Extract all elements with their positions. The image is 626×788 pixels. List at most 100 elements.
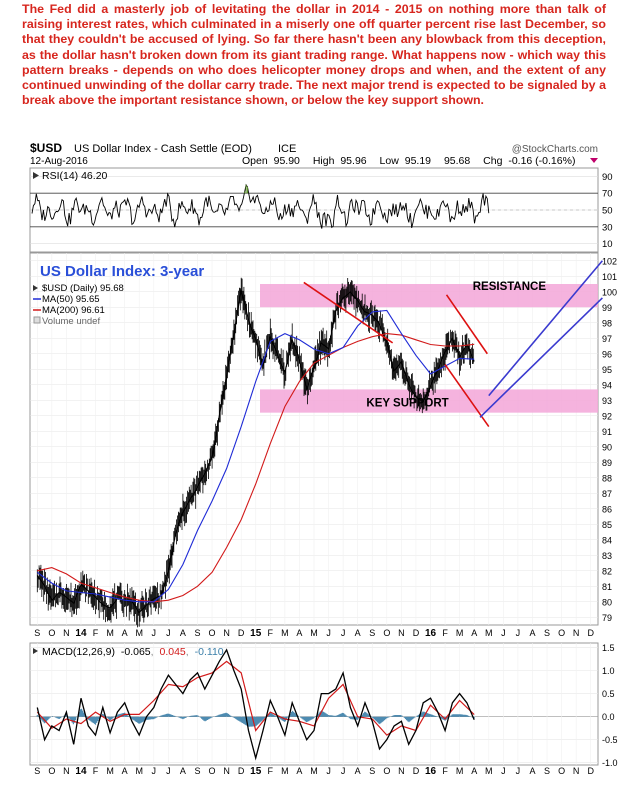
ma50-line xyxy=(36,309,475,603)
legend-ma50: MA(50) 95.65 xyxy=(42,294,100,305)
x-tick-label: J xyxy=(152,628,157,638)
x-tick-label: 16 xyxy=(425,628,437,639)
price-tick-label: 95 xyxy=(602,365,612,375)
macd-signal-value: 0.045 xyxy=(160,646,186,658)
macd-tick-label: -0.5 xyxy=(602,735,618,745)
x-tick-label: M xyxy=(485,628,493,638)
macd-label-text: MACD(12,26,9) -0.065, 0.045, -0.110 xyxy=(42,646,224,658)
macd-histogram-value: -0.110 xyxy=(195,646,224,658)
price-tick-label: 97 xyxy=(602,334,612,344)
price-tick-label: 96 xyxy=(602,349,612,359)
x-tick-label: A xyxy=(122,628,128,638)
x-tick-label: F xyxy=(93,766,99,776)
x-tick-label: M xyxy=(485,766,493,776)
x-tick-label: 15 xyxy=(250,766,262,777)
price-tick-label: 94 xyxy=(602,380,612,390)
macd-label-name: MACD(12,26,9) xyxy=(42,646,115,658)
legend-marker-icon xyxy=(33,285,38,291)
blue-trendline xyxy=(479,297,603,418)
macd-line xyxy=(36,648,475,761)
chg-value: -0.16 (-0.16%) xyxy=(508,155,575,167)
legend-volume: Volume undef xyxy=(42,316,100,327)
x-tick-label: O xyxy=(558,628,565,638)
x-tick-label: A xyxy=(180,628,186,638)
red-trendline xyxy=(303,281,394,344)
resistance-label: RESISTANCE xyxy=(473,281,547,293)
price-tick-label: 87 xyxy=(602,489,612,499)
x-tick-label: O xyxy=(383,766,390,776)
rsi-tick-label: 50 xyxy=(602,206,613,217)
x-tick-label: D xyxy=(238,628,245,638)
x-tick-label: 15 xyxy=(250,628,262,639)
price-tick-label: 83 xyxy=(602,551,612,561)
x-tick-label: M xyxy=(281,766,289,776)
legend-price: $USD (Daily) 95.68 xyxy=(42,283,124,294)
x-tick-label: S xyxy=(544,766,550,776)
x-tick-label: N xyxy=(398,628,405,638)
high-value: 95.96 xyxy=(340,155,366,167)
x-tick-label: O xyxy=(48,628,55,638)
x-tick-label: J xyxy=(166,628,171,638)
chg-down-arrow-icon xyxy=(590,158,598,163)
x-tick-label: M xyxy=(456,766,464,776)
x-tick-label: A xyxy=(296,766,302,776)
x-tick-label: O xyxy=(558,766,565,776)
macd-value: -0.065 xyxy=(121,646,151,658)
price-tick-label: 86 xyxy=(602,504,612,514)
x-tick-label: A xyxy=(180,766,186,776)
price-tick-label: 92 xyxy=(602,411,612,421)
chg-label: Chg xyxy=(483,155,502,167)
legend-ma200: MA(200) 96.61 xyxy=(42,305,105,316)
x-tick-label: D xyxy=(413,766,420,776)
x-tick-label: M xyxy=(106,766,114,776)
x-tick-label: 16 xyxy=(425,766,437,777)
x-tick-label: F xyxy=(442,766,448,776)
support-label: KEY SUPPORT xyxy=(366,397,448,409)
rsi-overbought-fill xyxy=(244,184,248,194)
x-tick-label: D xyxy=(238,766,245,776)
x-tick-label: J xyxy=(501,766,506,776)
macd-tick-label: 0.5 xyxy=(602,689,615,699)
x-tick-label: J xyxy=(326,766,331,776)
x-tick-label: A xyxy=(355,628,361,638)
price-chart-title: US Dollar Index: 3-year xyxy=(40,263,204,280)
macd-marker-icon xyxy=(33,648,38,654)
x-tick-label: N xyxy=(63,766,70,776)
macd-label: MACD(12,26,9) -0.065, 0.045, -0.110 xyxy=(33,646,224,658)
price-legend: $USD (Daily) 95.68 MA(50) 95.65 MA(200) … xyxy=(33,283,124,327)
x-tick-label: A xyxy=(296,628,302,638)
x-tick-label: S xyxy=(369,628,375,638)
x-tick-label: N xyxy=(573,628,580,638)
x-tick-label: A xyxy=(529,628,535,638)
price-tick-label: 102 xyxy=(602,256,617,266)
x-tick-label: O xyxy=(209,766,216,776)
close-value: 95.68 xyxy=(444,155,470,167)
chart-symbol: $USD xyxy=(30,141,62,155)
price-tick-label: 100 xyxy=(602,287,617,297)
blue-trendline xyxy=(488,260,603,397)
x-tick-label: F xyxy=(268,628,274,638)
x-tick-label: M xyxy=(310,628,318,638)
macd-tick-label: 0.0 xyxy=(602,712,615,722)
x-tick-label: A xyxy=(529,766,535,776)
x-tick-label: S xyxy=(544,628,550,638)
x-tick-label: A xyxy=(471,628,477,638)
x-tick-label: A xyxy=(471,766,477,776)
x-tick-label: M xyxy=(310,766,318,776)
x-tick-label: O xyxy=(209,628,216,638)
x-tick-label: J xyxy=(501,628,506,638)
low-label: Low xyxy=(380,155,400,167)
x-tick-label: 14 xyxy=(75,766,87,777)
price-tick-label: 81 xyxy=(602,582,612,592)
open-value: 95.90 xyxy=(274,155,300,167)
x-tick-label: N xyxy=(63,628,70,638)
rsi-marker-icon xyxy=(33,172,39,179)
price-tick-label: 85 xyxy=(602,520,612,530)
x-tick-label: M xyxy=(281,628,289,638)
x-tick-label: M xyxy=(135,766,143,776)
support-zone xyxy=(260,389,598,413)
x-tick-label: S xyxy=(194,766,200,776)
x-tick-label: M xyxy=(106,628,114,638)
legend-volume-swatch xyxy=(33,316,41,324)
